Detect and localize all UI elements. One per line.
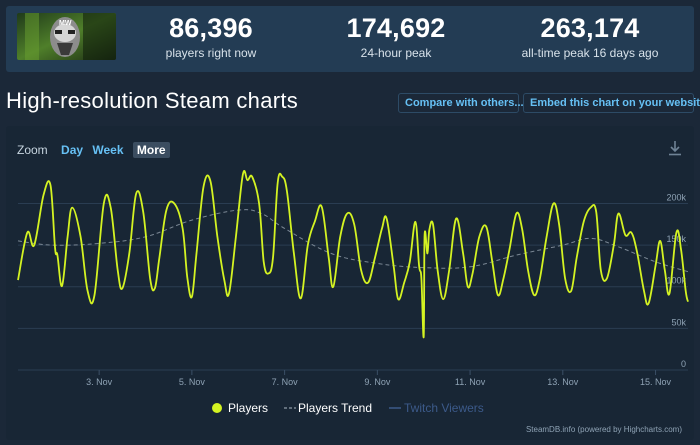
- alltime-peak-stat: 263,174 all-time peak 16 days ago: [510, 12, 670, 60]
- y-tick-label: 0: [681, 359, 686, 369]
- y-axis-ticks: 0 50k 100k 150k 200k: [666, 192, 686, 369]
- compare-button[interactable]: Compare with others...: [398, 93, 524, 113]
- zoom-more-button[interactable]: More: [132, 142, 170, 158]
- chart-grid: [18, 202, 688, 371]
- current-players-value: 86,396: [169, 13, 253, 43]
- player-chart: 0 50k 100k 150k 200k 3. Nov 5. Nov 7. Nov 9. No…: [17, 169, 689, 415]
- peak-24h-stat: 174,692 24-hour peak: [316, 12, 476, 60]
- chart-credit[interactable]: SteamDB.info (powered by Highcharts.com): [525, 425, 682, 434]
- page-title: High-resolution Steam charts: [6, 88, 299, 113]
- game-thumbnail[interactable]: MW: [17, 13, 116, 60]
- legend-item-twitch[interactable]: Twitch Viewers: [389, 401, 484, 415]
- legend-twitch-label: Twitch Viewers: [404, 401, 484, 415]
- legend-item-players[interactable]: Players: [212, 401, 268, 415]
- zoom-label: Zoom: [17, 143, 48, 157]
- y-tick-label: 50k: [671, 317, 686, 327]
- download-icon[interactable]: [668, 140, 682, 161]
- alltime-peak-value: 263,174: [540, 13, 640, 43]
- x-tick-label: 15. Nov: [640, 377, 672, 387]
- peak-24h-value: 174,692: [346, 13, 446, 43]
- x-tick-label: 11. Nov: [455, 377, 486, 387]
- legend-trend-label: Players Trend: [298, 401, 372, 415]
- x-tick-label: 9. Nov: [364, 377, 391, 387]
- legend-players-label: Players: [228, 401, 268, 415]
- y-tick-label: 100k: [666, 276, 686, 286]
- zoom-controls: Zoom Day Week More: [17, 142, 176, 158]
- chart-legend: Players Players Trend Twitch Viewers: [212, 401, 484, 415]
- legend-players-marker: [212, 403, 222, 413]
- series-line-players[interactable]: [17, 169, 689, 339]
- chart-panel: Zoom Day Week More 0 50k 100k 150k 200k 3. N…: [6, 126, 694, 440]
- zoom-day-button[interactable]: Day: [61, 143, 84, 157]
- current-players-stat: 86,396 players right now: [131, 12, 291, 60]
- legend-item-trend[interactable]: Players Trend: [284, 401, 372, 415]
- series-line-trend[interactable]: [17, 209, 689, 273]
- current-players-label: players right now: [165, 46, 257, 60]
- svg-text:MW: MW: [59, 20, 72, 27]
- zoom-week-button[interactable]: Week: [92, 143, 124, 157]
- chart-series: [17, 169, 689, 339]
- x-tick-label: 3. Nov: [86, 377, 113, 387]
- peak-24h-label: 24-hour peak: [360, 46, 432, 60]
- x-tick-label: 5. Nov: [179, 377, 206, 387]
- x-tick-label: 13. Nov: [547, 377, 579, 387]
- alltime-peak-label: all-time peak 16 days ago: [521, 46, 659, 60]
- x-axis-ticks: 3. Nov 5. Nov 7. Nov 9. Nov 11. Nov 13. Nov 15…: [86, 370, 672, 387]
- stats-bar: MW 86,396 players right now 174,692 24-h…: [6, 6, 694, 72]
- y-tick-label: 200k: [666, 192, 686, 202]
- embed-chart-button[interactable]: Embed this chart on your website: [523, 93, 700, 113]
- y-tick-label: 150k: [666, 234, 686, 244]
- x-tick-label: 7. Nov: [272, 377, 299, 387]
